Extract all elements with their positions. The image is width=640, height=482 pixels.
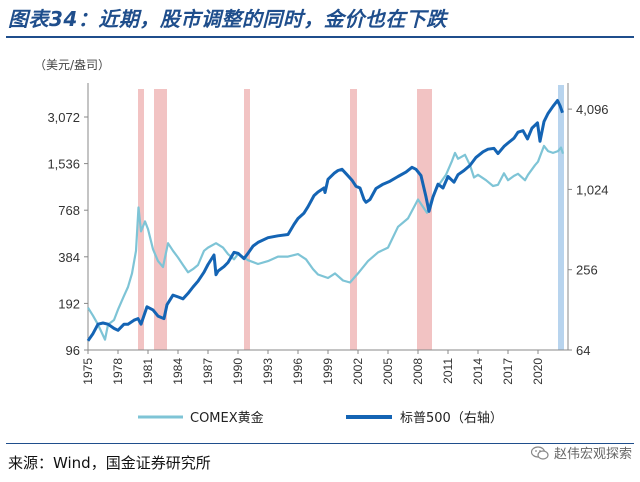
- left-tick-label: 1,536: [47, 157, 80, 172]
- right-tick-label: 1,024: [576, 182, 609, 197]
- x-tick-label: 2011: [441, 358, 455, 384]
- legend-label-gold: COMEX黄金: [190, 410, 264, 426]
- x-tick-label: 2005: [381, 358, 395, 385]
- recent-band: [558, 85, 564, 350]
- right-tick-label: 256: [576, 263, 598, 278]
- left-tick-label: 384: [58, 250, 80, 265]
- recession-band: [244, 89, 250, 350]
- recession-band: [138, 89, 144, 350]
- left-tick-label: 768: [58, 203, 80, 218]
- x-tick-label: 1978: [111, 358, 125, 385]
- x-tick-label: 1996: [291, 358, 305, 385]
- x-tick-label: 1993: [261, 358, 275, 385]
- x-tick-label: 1981: [141, 358, 155, 385]
- right-tick-label: 4,096: [576, 102, 609, 117]
- recession-band: [154, 89, 167, 350]
- left-tick-label: 192: [58, 296, 80, 311]
- source-rule: [6, 443, 634, 444]
- left-axis-unit-label: （美元/盎司）: [34, 58, 111, 72]
- x-tick-label: 2008: [411, 358, 425, 385]
- series-line-spx: [86, 99, 564, 342]
- left-tick-label: 3,072: [47, 110, 80, 125]
- page-title: 图表34：近期，股市调整的同时，金价也在下跌: [8, 7, 447, 31]
- x-tick-label: 1984: [171, 358, 185, 385]
- watermark: 赵伟宏观探索: [530, 443, 632, 462]
- x-tick-label: 2002: [351, 358, 365, 385]
- x-tick-label: 1990: [231, 358, 245, 385]
- left-tick-label: 96: [66, 343, 80, 358]
- x-tick-label: 2014: [471, 358, 485, 385]
- x-tick-label: 2020: [531, 358, 545, 385]
- watermark-text: 赵伟宏观探索: [553, 447, 632, 462]
- wechat-icon: [530, 445, 549, 460]
- source-note: 来源：Wind，国金证券研究所: [8, 454, 211, 472]
- recession-band: [350, 89, 357, 350]
- legend-label-spx: 标普500（右轴）: [400, 411, 503, 426]
- title-rule: [6, 36, 634, 38]
- x-tick-label: 1987: [201, 358, 215, 385]
- series-line-gold: [87, 144, 565, 341]
- x-tick-label: 1975: [81, 358, 95, 385]
- right-tick-label: 64: [576, 343, 590, 358]
- x-tick-label: 2017: [501, 358, 515, 385]
- recession-band: [417, 89, 432, 350]
- x-tick-label: 1999: [321, 358, 335, 385]
